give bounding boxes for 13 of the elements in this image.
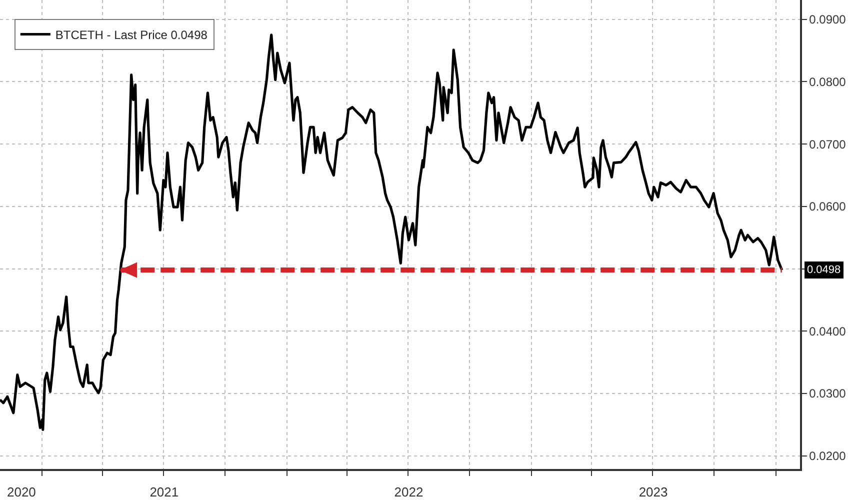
y-tick-label: 0.0700 xyxy=(809,137,846,152)
x-tick-label: 2023 xyxy=(638,484,668,500)
y-tick-label: 0.0400 xyxy=(809,324,846,338)
text: 0.0498 xyxy=(807,264,841,276)
y-tick-label: 0.0900 xyxy=(809,12,846,27)
y-tick-label: 0.0600 xyxy=(809,200,846,214)
x-tick-label: 2021 xyxy=(150,484,179,500)
x-tick-label: 2020 xyxy=(6,484,36,500)
x-tick-label: 2022 xyxy=(394,484,424,500)
legend-label: BTCETH - Last Price 0.0498 xyxy=(55,28,208,42)
y-tick-label: 0.0800 xyxy=(809,74,846,89)
y-tick-label: 0.0300 xyxy=(809,386,846,401)
y-tick-label: 0.0200 xyxy=(809,449,846,464)
